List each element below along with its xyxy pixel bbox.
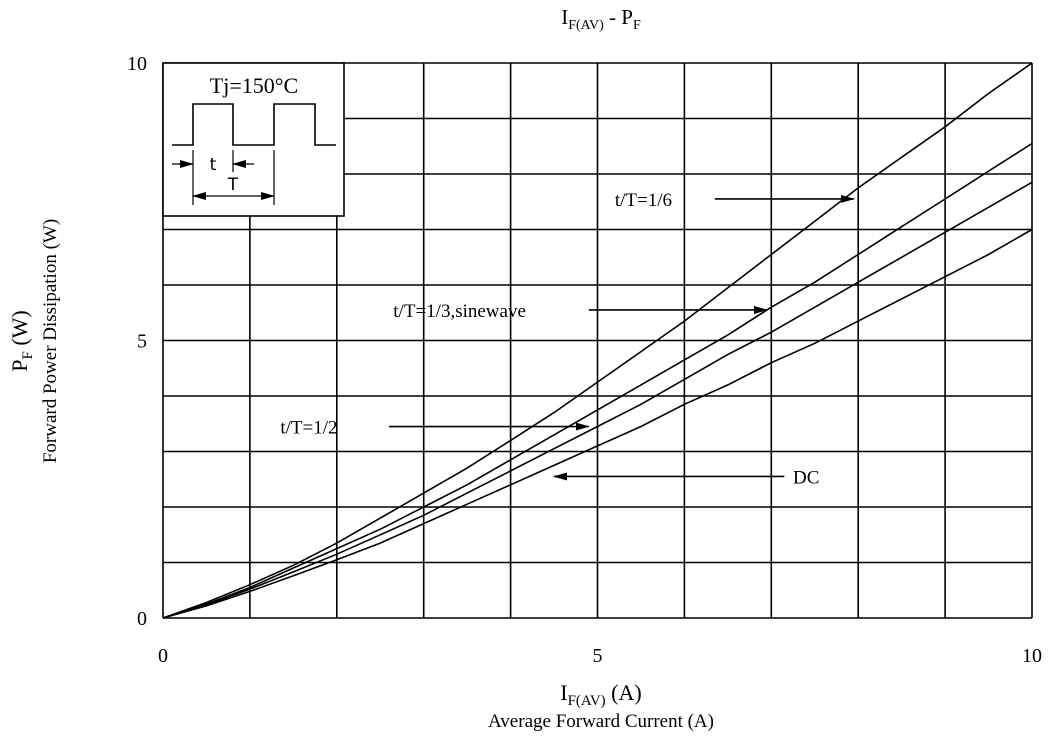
annotations: t/T=1/6 t/T=1/3,sinewave t/T=1/2 DC xyxy=(280,190,855,488)
x-tick-labels: 0 5 10 xyxy=(158,645,1042,667)
xlabel-main: I xyxy=(560,680,567,705)
ylabel-sub: F xyxy=(20,351,36,359)
y-tick-label: 10 xyxy=(127,53,147,75)
series-lines xyxy=(162,62,1033,619)
waveform-inset: Tj=150°C t T xyxy=(162,62,345,217)
inset-T-label: T xyxy=(227,175,239,195)
annotation-label: t/T=1/2 xyxy=(280,418,337,439)
y-tick-label: 5 xyxy=(137,331,147,353)
grid xyxy=(162,62,1033,619)
xlabel-sub: F(AV) xyxy=(568,693,606,709)
title-sub: F(AV) xyxy=(568,18,604,33)
ylabel-unit: (W) xyxy=(7,310,32,351)
title-main: I xyxy=(561,5,568,29)
series-line xyxy=(162,142,1033,619)
inset-temperature-label: Tj=150°C xyxy=(210,73,298,98)
annotation-label: t/T=1/6 xyxy=(615,190,672,211)
series-line xyxy=(162,181,1033,619)
chart-title: IF(AV) - PF xyxy=(561,5,641,33)
x-tick-label: 5 xyxy=(593,645,603,667)
ylabel-main: P xyxy=(7,360,32,372)
y-axis-label-group: PF (W) xyxy=(7,310,36,372)
series-line xyxy=(162,62,1033,619)
x-axis-label: IF(AV) (A) xyxy=(560,680,641,709)
y-tick-labels: 0 5 10 xyxy=(127,53,147,630)
x-tick-label: 0 xyxy=(158,645,168,667)
y-axis-description: Forward Power Dissipation (W) xyxy=(40,219,61,463)
y-tick-label: 0 xyxy=(137,608,147,630)
title-sub2: F xyxy=(633,18,641,33)
annotation-label: DC xyxy=(793,467,819,488)
x-tick-label: 10 xyxy=(1022,645,1042,667)
y-axis-label: PF (W) xyxy=(7,310,36,372)
pulse-waveform xyxy=(172,103,336,146)
x-axis-description: Average Forward Current (A) xyxy=(488,711,714,732)
series-line xyxy=(162,228,1033,619)
title-sep: - P xyxy=(604,5,633,29)
xlabel-unit: (A) xyxy=(606,680,642,705)
inset-t-label: t xyxy=(210,155,217,175)
annotation-label: t/T=1/3,sinewave xyxy=(393,301,526,322)
